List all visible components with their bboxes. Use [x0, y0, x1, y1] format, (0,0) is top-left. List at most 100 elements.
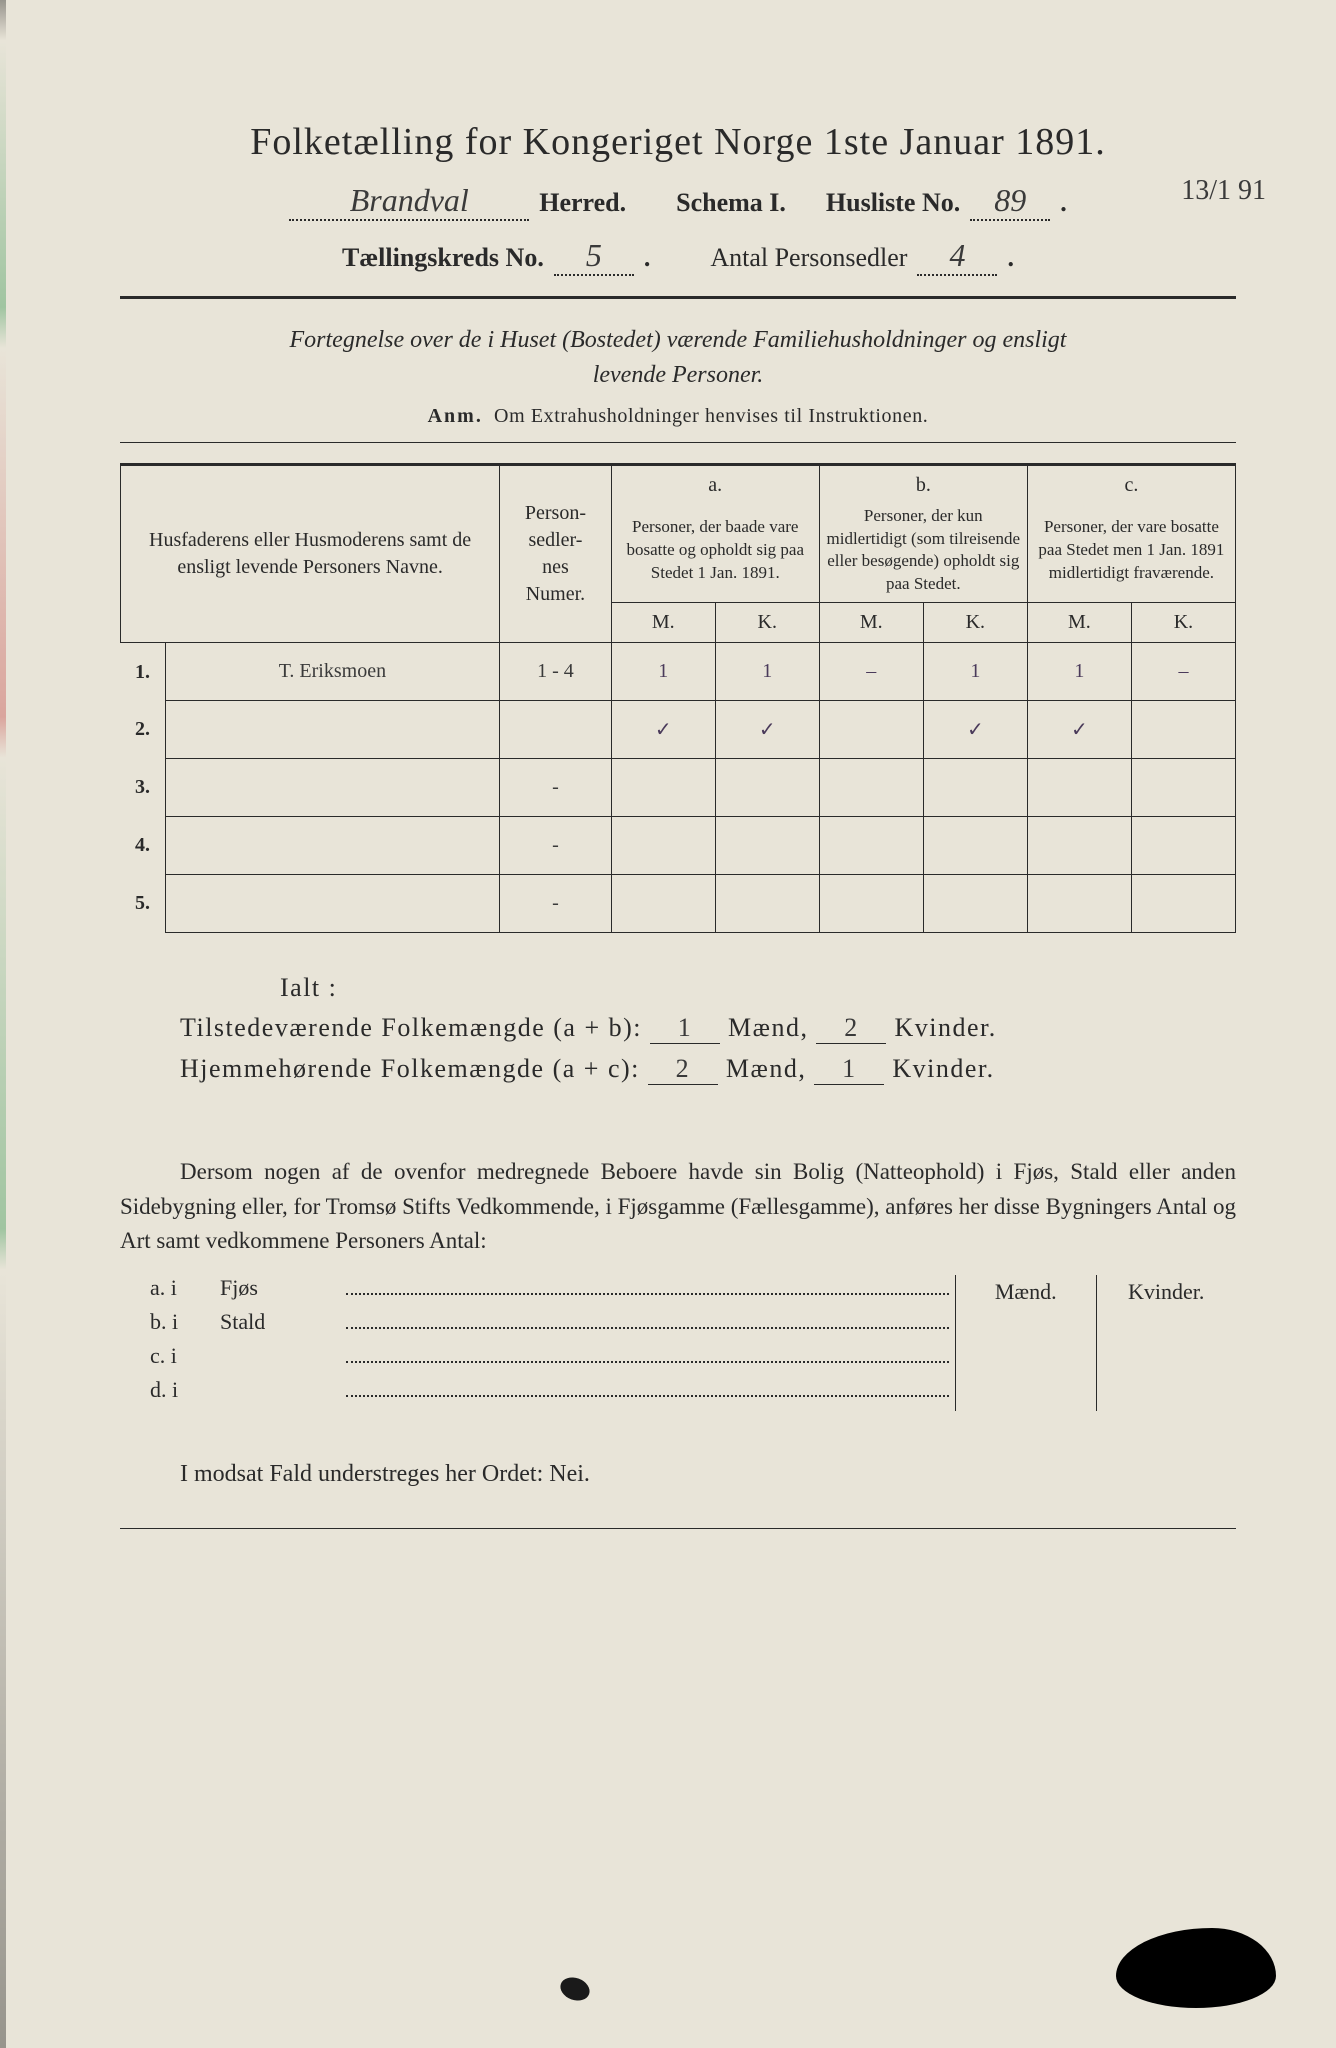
count-cell [923, 817, 1027, 875]
building-line: c. i [120, 1343, 955, 1369]
subtitle-line1: Fortegnelse over de i Huset (Bostedet) v… [290, 327, 1067, 353]
dotted-leader [346, 1377, 949, 1397]
count-cell [715, 817, 819, 875]
form-title: Folketælling for Kongeriget Norge 1ste J… [120, 120, 1236, 164]
count-cell: ✓ [611, 701, 715, 759]
maend-1: Mænd, [728, 1013, 808, 1043]
dotted-leader [346, 1309, 949, 1329]
th-name: Husfaderens eller Husmoderens samt de en… [121, 464, 500, 643]
herred-label: Herred. [539, 188, 626, 218]
nei-line: I modsat Fald understreges her Ordet: Ne… [120, 1461, 1236, 1488]
row-number: 4. [121, 817, 166, 875]
count-cell [1027, 817, 1131, 875]
building-paragraph: Dersom nogen af de ovenfor medregnede Be… [120, 1155, 1236, 1259]
count-cell: 1 [611, 643, 715, 701]
totals-row-present: Tilstedeværende Folkemængde (a + b): 1 M… [180, 1013, 1236, 1044]
mk-maend: Mænd. [956, 1275, 1097, 1411]
anm-text: Om Extrahusholdninger henvises til Instr… [494, 405, 928, 427]
margin-date: 13/1 91 [1181, 175, 1266, 207]
th-a-k: K. [715, 603, 819, 643]
name-cell: T. Eriksmoen [165, 643, 500, 701]
row-number: 5. [121, 875, 166, 933]
count-cell [819, 759, 923, 817]
th-number: Person- sedler- nes Numer. [500, 464, 612, 643]
th-c-m: M. [1027, 603, 1131, 643]
husliste-value: 89 [970, 182, 1050, 221]
line-label: d. i [120, 1377, 200, 1403]
count-cell [923, 875, 1027, 933]
ialt-label: Ialt : [280, 973, 1236, 1003]
number-cell: - [500, 875, 612, 933]
count-cell [1131, 875, 1235, 933]
count-cell: ✓ [715, 701, 819, 759]
th-b-m: M. [819, 603, 923, 643]
totals-row2-label: Hjemmehørende Folkemængde (a + c): [180, 1054, 640, 1084]
building-line: a. iFjøs [120, 1275, 955, 1301]
dotted-leader [346, 1343, 949, 1363]
count-cell: – [1131, 643, 1235, 701]
mk-header: Mænd. Kvinder. [955, 1275, 1236, 1411]
totals-row1-m: 1 [650, 1013, 720, 1044]
building-line: d. i [120, 1377, 955, 1403]
name-cell [165, 759, 500, 817]
table-row: 2.✓✓✓✓ [121, 701, 1236, 759]
line-category: Fjøs [200, 1275, 340, 1301]
divider-2 [120, 442, 1236, 443]
th-b-tag: b. [819, 464, 1027, 499]
th-name-text: Husfaderens eller Husmoderens samt de en… [149, 529, 471, 578]
count-cell [819, 875, 923, 933]
count-cell: ✓ [1027, 701, 1131, 759]
table-row: 3.- [121, 759, 1236, 817]
schema-label: Schema I. [676, 188, 786, 218]
count-cell [923, 759, 1027, 817]
subtitle: Fortegnelse over de i Huset (Bostedet) v… [120, 323, 1236, 393]
row-number: 3. [121, 759, 166, 817]
count-cell: 1 [715, 643, 819, 701]
count-cell [611, 817, 715, 875]
line-label: c. i [120, 1343, 200, 1369]
table-row: 5. - [121, 875, 1236, 933]
mk-kvinder: Kvinder. [1097, 1275, 1237, 1411]
totals-row1-k: 2 [816, 1013, 886, 1044]
count-cell [715, 759, 819, 817]
header-row-2: Tællingskreds No. 5 . Antal Personsedler… [120, 237, 1236, 276]
scan-edge-artifact [0, 0, 6, 2048]
subtitle-line2: levende Personer. [593, 362, 764, 388]
table-row: 1.T. Eriksmoen1 - 411–11– [121, 643, 1236, 701]
header-row-1: Brandval Herred. Schema I. Husliste No. … [120, 182, 1236, 221]
th-c-k: K. [1131, 603, 1235, 643]
row-number: 1. [121, 643, 166, 701]
husliste-label: Husliste No. [826, 188, 960, 218]
building-list-box: a. iFjøs b. iStald c. i d. i Mænd. Kvinder. [120, 1275, 1236, 1411]
bottom-rule [120, 1528, 1236, 1529]
totals-row2-m: 2 [648, 1054, 718, 1085]
building-list: a. iFjøs b. iStald c. i d. i [120, 1275, 955, 1411]
count-cell [611, 875, 715, 933]
totals-row2-k: 1 [814, 1054, 884, 1085]
kvinder-1: Kvinder. [894, 1013, 996, 1043]
kreds-label: Tællingskreds No. [342, 243, 544, 273]
maend-2: Mænd, [726, 1054, 806, 1084]
ink-blot [1116, 1928, 1276, 2008]
count-cell [1131, 701, 1235, 759]
line-label: a. i [120, 1275, 200, 1301]
count-cell [1027, 875, 1131, 933]
count-cell [715, 875, 819, 933]
count-cell: – [819, 643, 923, 701]
anm-prefix: Anm. [428, 405, 483, 427]
totals-row-resident: Hjemmehørende Folkemængde (a + c): 2 Mæn… [180, 1054, 1236, 1085]
census-table: Husfaderens eller Husmoderens samt de en… [120, 463, 1236, 934]
number-cell: - [500, 817, 612, 875]
count-cell [1131, 759, 1235, 817]
count-cell: ✓ [923, 701, 1027, 759]
line-category: Stald [200, 1309, 340, 1335]
dotted-leader [346, 1275, 949, 1295]
ink-smudge [557, 1974, 593, 2005]
count-cell: 1 [923, 643, 1027, 701]
name-cell [165, 701, 500, 759]
count-cell: 1 [1027, 643, 1131, 701]
building-line: b. iStald [120, 1309, 955, 1335]
table-row: 4. - [121, 817, 1236, 875]
antal-label: Antal Personsedler [710, 243, 907, 273]
th-a-tag: a. [611, 464, 819, 499]
